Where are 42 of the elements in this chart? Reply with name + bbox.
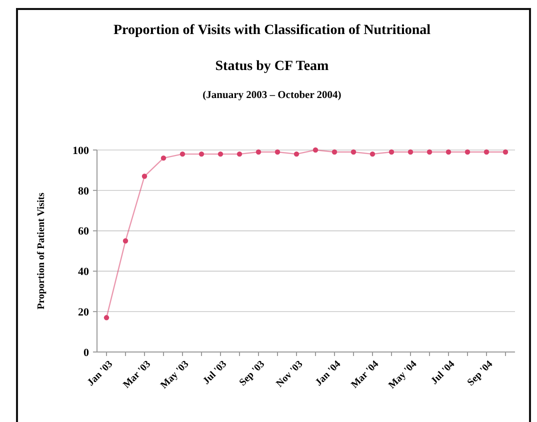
x-tick-label: Mar '04	[349, 358, 382, 391]
point	[484, 149, 490, 155]
point	[180, 151, 186, 157]
point	[332, 149, 338, 155]
y-axis-title: Proportion of Patient Visits	[36, 192, 47, 310]
point	[446, 149, 452, 155]
point	[388, 149, 394, 155]
point	[350, 149, 356, 155]
x-tick-label: May '04	[386, 358, 420, 392]
point	[274, 149, 280, 155]
x-tick-label: Sep '03	[238, 358, 268, 388]
x-tick-label: Jul '04	[429, 358, 458, 387]
x-tick-label: Mar '03	[121, 358, 154, 391]
point	[218, 151, 224, 157]
point	[160, 155, 166, 161]
point	[122, 238, 128, 244]
y-tick-label: 0	[84, 346, 90, 359]
x-tick-label: Jan '04	[314, 358, 344, 388]
y-tick-label: 80	[78, 185, 90, 198]
point	[370, 151, 376, 157]
y-tick-label: 20	[78, 306, 90, 318]
y-tick-label: 60	[78, 226, 90, 238]
point	[104, 315, 110, 320]
chart-title: Proportion of Visits with Classification of Nutritional Status by CF Team	[113, 23, 431, 74]
point	[426, 149, 432, 155]
x-tick-label: Nov '03	[274, 358, 306, 390]
point	[312, 147, 318, 153]
x-tick-label: Sep '04	[466, 358, 496, 388]
point	[198, 151, 204, 157]
x-tick-label: Jan '03	[86, 358, 116, 388]
chart-subtitle: (January 2003 – October 2004)	[202, 90, 342, 101]
y-tick-label: 40	[78, 266, 90, 278]
point	[142, 174, 148, 179]
point	[502, 149, 508, 155]
point	[236, 151, 242, 157]
y-tick-label: 100	[72, 144, 90, 157]
x-tick-label: May '03	[158, 358, 192, 392]
point	[294, 151, 300, 157]
point	[408, 149, 414, 155]
x-tick-label: Jul '03	[201, 358, 230, 387]
point	[464, 149, 470, 155]
point	[256, 149, 262, 155]
